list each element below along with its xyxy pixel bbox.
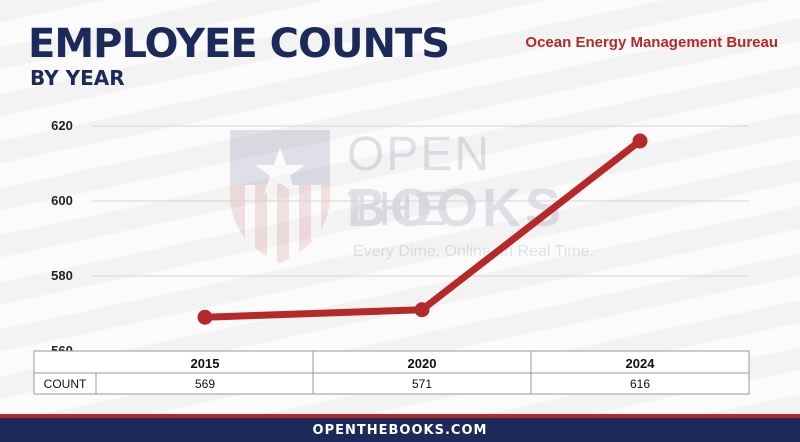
data-value-label: 569 — [195, 377, 215, 391]
shield-logo-icon — [230, 130, 330, 263]
footer-site-link[interactable]: OPENTHEBOOKS.COM — [312, 422, 488, 438]
y-tick-label: 620 — [51, 118, 73, 133]
data-point — [632, 133, 648, 149]
chart-subtitle: BY YEAR — [30, 66, 125, 90]
x-category-label: 2024 — [626, 356, 656, 371]
watermark-tagline: Every Dime. Online. In Real Time. — [353, 243, 594, 260]
series-line — [201, 137, 644, 321]
agency-name: Ocean Energy Management Bureau — [525, 34, 778, 51]
watermark-brand-line1: OPEN THE — [347, 128, 492, 236]
data-point — [414, 302, 430, 318]
y-tick-label: 580 — [51, 268, 73, 283]
series-employee-count — [197, 133, 648, 325]
y-tick-label: 600 — [51, 193, 73, 208]
x-category-label: 2020 — [408, 356, 437, 371]
footer-accent-stripe — [0, 414, 800, 418]
x-category-label: 2015 — [191, 356, 220, 371]
data-value-label: 571 — [412, 377, 432, 391]
data-point — [197, 309, 213, 325]
data-table-row-label: COUNT — [44, 377, 87, 391]
y-axis-ticks: 560580600620 — [51, 118, 73, 358]
data-table: COUNT — [33, 350, 750, 395]
x-axis-categories: 2015 2020 2024 — [191, 356, 656, 371]
gridlines — [92, 125, 749, 277]
data-value-label: 616 — [630, 377, 650, 391]
footer-bar: OPENTHEBOOKS.COM — [0, 418, 800, 442]
chart-title: EMPLOYEE COUNTS — [28, 21, 450, 67]
data-labels: 569 571 616 — [195, 377, 650, 391]
watermark: OPEN THE BOOKS Every Dime. Online. In Re… — [225, 125, 594, 275]
